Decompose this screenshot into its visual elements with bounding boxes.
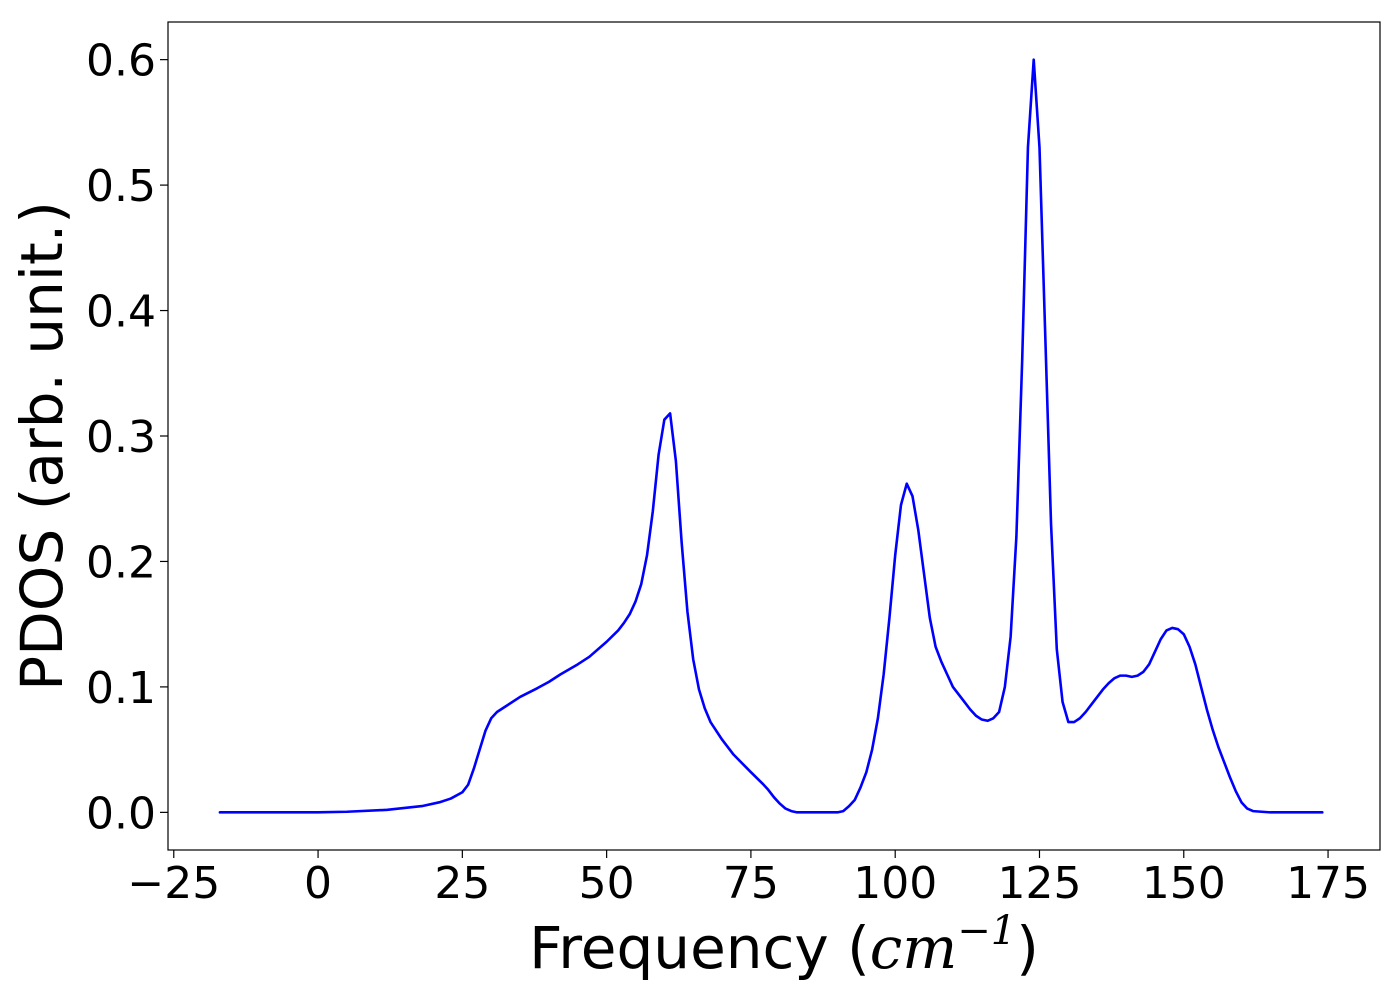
x-axis-label-suffix: ): [1016, 914, 1039, 982]
x-tick-label: 75: [723, 858, 779, 909]
x-tick-label: 175: [1286, 858, 1370, 909]
y-tick-label: 0.0: [86, 788, 156, 839]
x-tick-label: 0: [304, 858, 332, 909]
x-axis-label-exponent: −1: [957, 908, 1016, 954]
x-axis-label: Frequency (cm−1): [529, 908, 1039, 982]
x-tick-label: 125: [997, 858, 1081, 909]
y-tick-label: 0.2: [86, 537, 156, 588]
y-tick-label: 0.6: [86, 36, 156, 87]
y-tick-label: 0.3: [86, 412, 156, 463]
plot-frame: [167, 21, 1381, 851]
x-tick-label: 25: [434, 858, 490, 909]
x-axis-ticks: −25 0 25 50 75 100 125 150 175: [127, 850, 1370, 909]
x-axis-label-prefix: Frequency (: [529, 914, 870, 982]
x-tick-label: 50: [579, 858, 635, 909]
x-tick-label: 100: [853, 858, 937, 909]
x-tick-label: −25: [127, 858, 220, 909]
y-tick-label: 0.1: [86, 663, 156, 714]
x-tick-label: 150: [1142, 858, 1226, 909]
y-tick-label: 0.5: [86, 161, 156, 212]
y-tick-label: 0.4: [86, 287, 156, 338]
y-axis-ticks: 0.0 0.1 0.2 0.3 0.4 0.5 0.6: [86, 36, 168, 839]
y-axis-label: PDOS (arb. unit.): [8, 201, 76, 691]
series-line: [218, 58, 1324, 814]
x-axis-label-unit: cm: [870, 914, 957, 982]
